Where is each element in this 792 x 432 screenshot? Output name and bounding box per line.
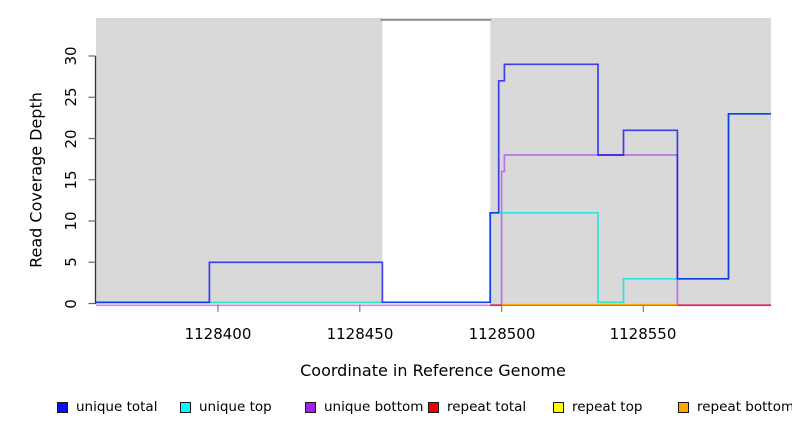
legend-swatch [553,401,564,413]
y-tick-label: 25 [62,87,80,107]
x-axis-title: Coordinate in Reference Genome [300,361,566,380]
legend-label: unique bottom [324,399,424,415]
legend-item-repeat-total: repeat total [428,399,526,415]
legend-label: unique total [76,399,158,415]
legend-swatch [305,401,316,413]
legend-label: unique top [199,399,272,415]
x-tick-label: 1128550 [609,325,677,343]
background-region [96,18,383,304]
x-tick-label: 1128450 [326,325,394,343]
y-axis-title: Read Coverage Depth [26,92,46,268]
y-tick-label: 5 [62,257,80,268]
y-tick-label: 0 [62,298,80,309]
series-line-unique-bottom [96,154,771,307]
x-tick-label: 1128400 [184,325,252,343]
legend-swatch [57,401,68,413]
legend-label: repeat top [572,399,643,415]
y-tick-label: 20 [62,128,80,149]
legend-swatch [428,401,439,413]
legend-swatch [180,401,191,413]
legend-item-unique-total: unique total [57,399,157,415]
background-region [490,18,771,304]
legend-item-unique-top: unique top [180,399,272,415]
legend-label: repeat total [447,399,527,415]
legend-swatch [678,401,689,413]
series-line-unique-total [96,63,771,304]
legend-item-unique-bottom: unique bottom [305,399,423,415]
background-region [382,18,491,304]
x-tick-label: 1128500 [468,325,536,343]
legend-item-repeat-top: repeat top [553,399,642,415]
y-tick-label: 30 [62,46,80,66]
legend-label: repeat bottom [697,399,792,415]
y-tick-label: 10 [62,211,80,231]
y-tick-label: 15 [62,170,80,190]
legend-item-repeat-bottom: repeat bottom [678,399,792,415]
